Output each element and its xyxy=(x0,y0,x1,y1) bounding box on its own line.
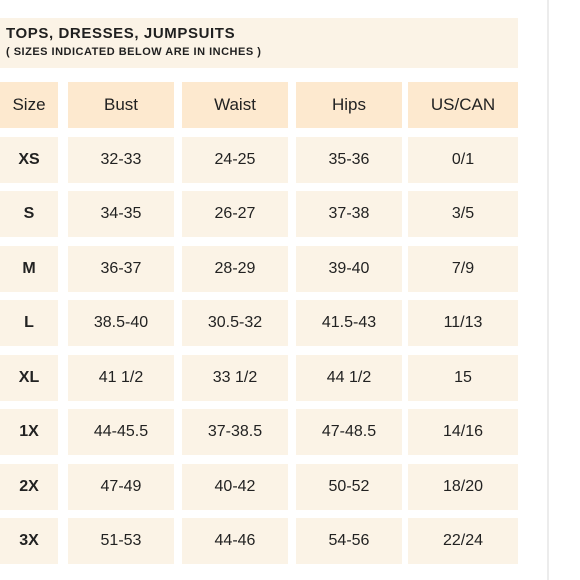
cell-bust: 51-53 xyxy=(68,518,174,564)
cell-waist: 44-46 xyxy=(182,518,288,564)
size-label-cell: XL xyxy=(0,355,58,401)
cell-hips: 44 1/2 xyxy=(296,355,402,401)
size-label-cell: S xyxy=(0,191,58,237)
cell-us-can: 11/13 xyxy=(408,300,518,346)
cell-waist: 26-27 xyxy=(182,191,288,237)
cell-bust: 34-35 xyxy=(68,191,174,237)
column-header-bust: Bust xyxy=(68,82,174,128)
size-label-cell: M xyxy=(0,246,58,292)
size-label-cell: L xyxy=(0,300,58,346)
cell-bust: 41 1/2 xyxy=(68,355,174,401)
cell-waist: 24-25 xyxy=(182,137,288,183)
cell-us-can: 0/1 xyxy=(408,137,518,183)
cell-hips: 41.5-43 xyxy=(296,300,402,346)
chart-title: TOPS, DRESSES, JUMPSUITS xyxy=(6,25,236,42)
page-divider xyxy=(547,0,549,580)
column-header-us-can: US/CAN xyxy=(408,82,518,128)
cell-bust: 47-49 xyxy=(68,464,174,510)
cell-us-can: 14/16 xyxy=(408,409,518,455)
cell-waist: 40-42 xyxy=(182,464,288,510)
chart-subtitle: ( SIZES INDICATED BELOW ARE IN INCHES ) xyxy=(6,46,262,58)
cell-bust: 32-33 xyxy=(68,137,174,183)
cell-hips: 54-56 xyxy=(296,518,402,564)
cell-hips: 47-48.5 xyxy=(296,409,402,455)
cell-hips: 37-38 xyxy=(296,191,402,237)
size-label-cell: 3X xyxy=(0,518,58,564)
column-header-size: Size xyxy=(0,82,58,128)
cell-bust: 36-37 xyxy=(68,246,174,292)
cell-us-can: 15 xyxy=(408,355,518,401)
cell-hips: 39-40 xyxy=(296,246,402,292)
column-header-waist: Waist xyxy=(182,82,288,128)
chart-header: TOPS, DRESSES, JUMPSUITS ( SIZES INDICAT… xyxy=(0,18,518,68)
cell-hips: 50-52 xyxy=(296,464,402,510)
cell-waist: 33 1/2 xyxy=(182,355,288,401)
cell-bust: 44-45.5 xyxy=(68,409,174,455)
column-header-hips: Hips xyxy=(296,82,402,128)
size-label-cell: 1X xyxy=(0,409,58,455)
size-label-cell: XS xyxy=(0,137,58,183)
cell-waist: 37-38.5 xyxy=(182,409,288,455)
cell-waist: 30.5-32 xyxy=(182,300,288,346)
cell-waist: 28-29 xyxy=(182,246,288,292)
size-label-cell: 2X xyxy=(0,464,58,510)
cell-us-can: 3/5 xyxy=(408,191,518,237)
size-table: Size Bust Waist Hips US/CAN XS 32-33 24-25 35-36… xyxy=(0,82,518,570)
cell-us-can: 22/24 xyxy=(408,518,518,564)
cell-hips: 35-36 xyxy=(296,137,402,183)
cell-us-can: 7/9 xyxy=(408,246,518,292)
cell-bust: 38.5-40 xyxy=(68,300,174,346)
cell-us-can: 18/20 xyxy=(408,464,518,510)
